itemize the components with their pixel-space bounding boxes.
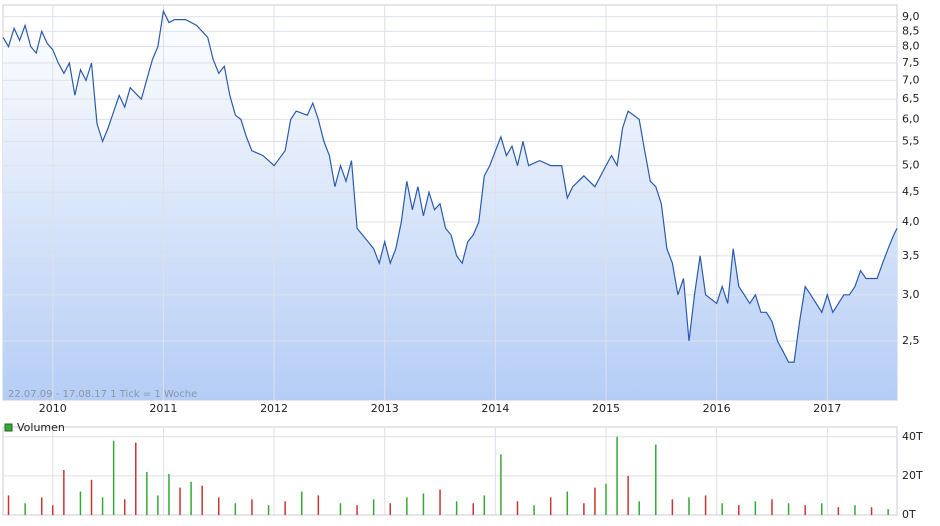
volume-bar xyxy=(721,503,723,515)
volume-bar xyxy=(887,509,889,515)
x-tick-label: 2015 xyxy=(592,402,620,415)
volume-bar xyxy=(439,489,441,515)
volume-bar xyxy=(79,491,82,515)
volume-bar xyxy=(566,491,569,515)
volume-bar xyxy=(605,483,607,515)
y-tick-label: 8,5 xyxy=(902,24,920,37)
volume-bar xyxy=(738,505,740,515)
x-tick-label: 2013 xyxy=(371,402,399,415)
price-line xyxy=(2,9,898,363)
volume-bar xyxy=(179,487,181,515)
volume-bar xyxy=(422,493,425,515)
volume-bar xyxy=(190,481,192,515)
volume-bar xyxy=(500,454,502,515)
y-tick-label: 9,0 xyxy=(902,10,920,23)
volume-bar xyxy=(300,491,303,515)
x-tick-label: 2011 xyxy=(149,402,177,415)
volume-bar xyxy=(704,495,707,515)
volume-bar xyxy=(135,442,137,515)
volume-bar xyxy=(267,505,270,515)
volume-bar xyxy=(854,505,856,515)
volume-bar xyxy=(356,505,358,515)
legend-label: Volumen xyxy=(17,421,65,434)
y-tick-label: 4,5 xyxy=(902,185,920,198)
y-tick-label: 3,0 xyxy=(902,288,920,301)
volume-bar xyxy=(688,497,690,515)
x-tick-label: 2012 xyxy=(260,402,288,415)
y-tick-label: 6,0 xyxy=(902,112,920,125)
y-tick-label: 8,0 xyxy=(902,40,920,53)
volume-bar xyxy=(101,497,104,515)
y-tick-label: 6,5 xyxy=(902,92,920,105)
x-tick-label: 2010 xyxy=(39,402,67,415)
volume-bar xyxy=(317,495,320,515)
volume-bar xyxy=(90,479,93,515)
y-tick-label: 20T xyxy=(902,469,923,482)
volume-bar xyxy=(24,503,26,515)
volume-bar xyxy=(821,503,823,515)
volume-bar xyxy=(870,507,873,515)
volume-bar xyxy=(583,503,585,515)
x-tick-label: 2016 xyxy=(703,402,731,415)
volume-bar xyxy=(389,503,392,515)
volume-bar xyxy=(339,503,342,515)
y-tick-label: 7,0 xyxy=(902,73,920,86)
volume-bar xyxy=(671,499,674,515)
volume-bar xyxy=(7,495,10,515)
y-tick-label: 3,5 xyxy=(902,249,920,262)
volume-bar xyxy=(284,501,286,515)
volume-bar xyxy=(251,499,253,515)
x-tick-label: 2014 xyxy=(481,402,509,415)
volume-bar xyxy=(472,503,474,515)
y-tick-label: 2,5 xyxy=(902,334,920,347)
volume-bar xyxy=(168,473,170,515)
x-tick-label: 2017 xyxy=(813,402,841,415)
volume-bar xyxy=(52,505,54,515)
volume-bar xyxy=(533,505,535,515)
volume-bar xyxy=(146,471,148,515)
volume-bar xyxy=(63,470,65,515)
volume-bar xyxy=(123,499,126,515)
y-tick-label: 5,5 xyxy=(902,134,920,147)
volume-bar xyxy=(406,497,408,515)
volume-bar xyxy=(516,501,519,515)
y-tick-label: 5,0 xyxy=(902,159,920,172)
volume-bar xyxy=(655,444,657,515)
y-tick-label: 4,0 xyxy=(902,215,920,228)
y-tick-label: 40T xyxy=(902,430,923,443)
area-fill xyxy=(3,11,897,400)
y-tick-label: 0T xyxy=(902,508,916,521)
volume-bar xyxy=(201,485,203,515)
volume-bar xyxy=(218,497,220,515)
volume-bar xyxy=(754,501,757,515)
volume-bar xyxy=(455,501,458,515)
volume-bar xyxy=(40,497,43,515)
volume-bar xyxy=(372,499,375,515)
volume-bar xyxy=(837,507,840,515)
volume-frame xyxy=(2,426,898,516)
volume-bar xyxy=(594,487,596,515)
y-tick-label: 7,5 xyxy=(902,56,920,69)
volume-bar xyxy=(627,475,629,515)
volume-bar xyxy=(157,495,159,515)
volume-bar xyxy=(771,499,773,515)
volume-bar xyxy=(483,495,486,515)
volume-bar xyxy=(638,501,640,515)
volume-bar xyxy=(549,497,552,515)
volume-bar xyxy=(112,440,115,515)
volume-bar xyxy=(234,503,237,515)
legend-swatch xyxy=(4,423,13,432)
volume-bar xyxy=(787,503,790,515)
volume-bar xyxy=(804,505,806,515)
volume-bar xyxy=(616,436,618,515)
chart-note: 22.07.09 - 17.08.17 1 Tick = 1 Woche xyxy=(8,389,197,400)
